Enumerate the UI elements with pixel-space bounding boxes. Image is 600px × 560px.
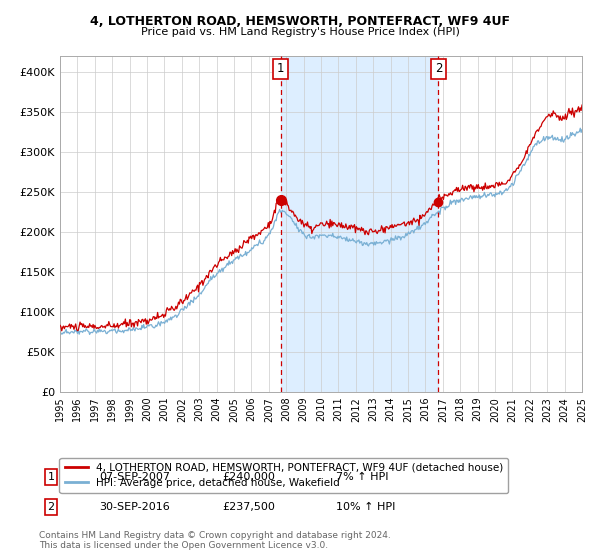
Text: 4, LOTHERTON ROAD, HEMSWORTH, PONTEFRACT, WF9 4UF: 4, LOTHERTON ROAD, HEMSWORTH, PONTEFRACT… (90, 15, 510, 28)
Bar (281, 56, 439, 392)
Text: 2: 2 (47, 502, 55, 512)
Text: 1: 1 (47, 472, 55, 482)
Text: £240,000: £240,000 (222, 472, 275, 482)
Text: £237,500: £237,500 (222, 502, 275, 512)
Legend: 4, LOTHERTON ROAD, HEMSWORTH, PONTEFRACT, WF9 4UF (detached house), HPI: Average: 4, LOTHERTON ROAD, HEMSWORTH, PONTEFRACT… (59, 458, 508, 493)
Text: 7% ↑ HPI: 7% ↑ HPI (336, 472, 389, 482)
Text: 2: 2 (434, 62, 442, 75)
Text: 07-SEP-2007: 07-SEP-2007 (99, 472, 170, 482)
Text: 10% ↑ HPI: 10% ↑ HPI (336, 502, 395, 512)
Text: 1: 1 (277, 62, 284, 75)
Text: 30-SEP-2016: 30-SEP-2016 (99, 502, 170, 512)
Text: Price paid vs. HM Land Registry's House Price Index (HPI): Price paid vs. HM Land Registry's House … (140, 27, 460, 37)
Text: Contains HM Land Registry data © Crown copyright and database right 2024.
This d: Contains HM Land Registry data © Crown c… (39, 530, 391, 550)
